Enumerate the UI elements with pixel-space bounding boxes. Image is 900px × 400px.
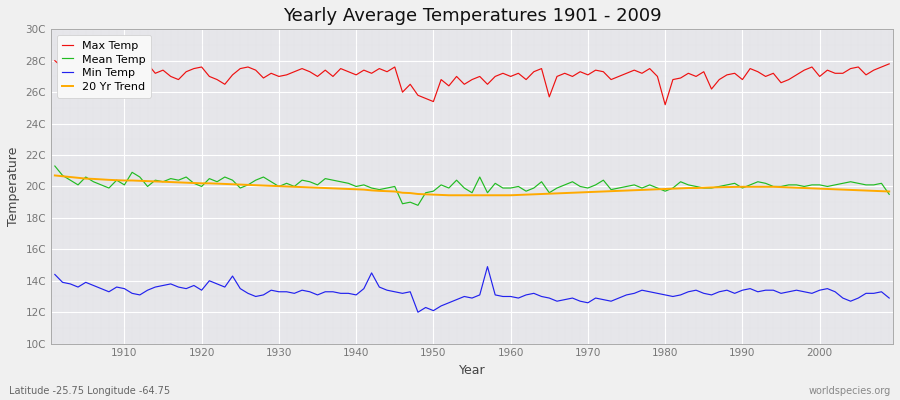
Line: Min Temp: Min Temp: [55, 267, 889, 312]
Min Temp: [884, 296, 895, 300]
Min Temp: [412, 310, 423, 315]
Legend: Max Temp, Mean Temp, Min Temp, 20 Yr Trend: Max Temp, Mean Temp, Min Temp, 20 Yr Tre…: [57, 35, 151, 98]
Min Temp: [328, 289, 338, 294]
Text: Latitude -25.75 Longitude -64.75: Latitude -25.75 Longitude -64.75: [9, 386, 170, 396]
20 Yr Trend: [281, 184, 292, 189]
Line: Max Temp: Max Temp: [55, 61, 889, 105]
20 Yr Trend: [112, 178, 122, 182]
Min Temp: [281, 289, 292, 294]
Min Temp: [112, 285, 122, 290]
Y-axis label: Temperature: Temperature: [7, 147, 20, 226]
Max Temp: [50, 58, 60, 63]
Max Temp: [598, 69, 608, 74]
Max Temp: [112, 69, 122, 74]
Mean Temp: [112, 178, 122, 182]
Mean Temp: [412, 203, 423, 208]
Max Temp: [660, 102, 670, 107]
20 Yr Trend: [50, 173, 60, 178]
20 Yr Trend: [505, 193, 516, 198]
Min Temp: [614, 296, 625, 300]
Max Temp: [281, 72, 292, 77]
20 Yr Trend: [328, 186, 338, 191]
Title: Yearly Average Temperatures 1901 - 2009: Yearly Average Temperatures 1901 - 2009: [283, 7, 662, 25]
20 Yr Trend: [444, 193, 454, 198]
Min Temp: [482, 264, 493, 269]
Mean Temp: [606, 187, 616, 192]
Max Temp: [884, 62, 895, 66]
20 Yr Trend: [606, 189, 616, 194]
Min Temp: [513, 296, 524, 300]
Mean Temp: [505, 186, 516, 190]
Max Temp: [505, 74, 516, 79]
Mean Temp: [884, 192, 895, 197]
20 Yr Trend: [884, 189, 895, 194]
20 Yr Trend: [513, 192, 524, 197]
Max Temp: [498, 71, 508, 76]
Text: worldspecies.org: worldspecies.org: [809, 386, 891, 396]
Min Temp: [521, 292, 532, 297]
X-axis label: Year: Year: [459, 364, 485, 377]
Mean Temp: [50, 164, 60, 168]
Max Temp: [328, 74, 338, 79]
Min Temp: [50, 272, 60, 277]
Line: Mean Temp: Mean Temp: [55, 166, 889, 205]
Mean Temp: [281, 181, 292, 186]
Line: 20 Yr Trend: 20 Yr Trend: [55, 176, 889, 195]
Mean Temp: [328, 178, 338, 182]
Mean Temp: [513, 184, 524, 189]
